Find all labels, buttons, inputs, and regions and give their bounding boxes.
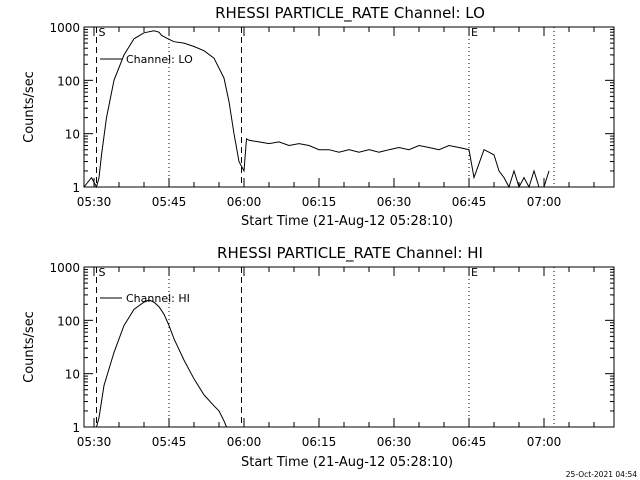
panel-hi-x-ticks: 05:30 05:45 06:00 06:15 06:30 06:45 07:00	[77, 267, 595, 449]
x-tick-label: 06:30	[377, 435, 412, 449]
x-tick-label: 05:45	[152, 195, 187, 209]
panel-lo-x-axis-label: Start Time (21-Aug-12 05:28:10)	[241, 214, 453, 229]
x-tick-label: 06:45	[452, 435, 487, 449]
marker-label: E	[471, 26, 478, 39]
x-tick-label: 06:30	[377, 195, 412, 209]
panel-hi-series-line	[96, 299, 227, 428]
x-tick-label: 07:00	[527, 195, 562, 209]
panel-lo-series-line	[83, 30, 550, 189]
panel-lo-y-axis-label: Counts/sec	[22, 71, 37, 143]
panel-hi-legend-label: Channel: HI	[126, 292, 190, 305]
panel-hi-plot-frame	[83, 266, 615, 428]
y-tick-label: 1	[72, 181, 80, 195]
panel-lo-x-ticks: 05:30 05:45 06:00 06:15 06:30 06:45 07:00	[77, 27, 595, 209]
panel-hi-x-axis-label: Start Time (21-Aug-12 05:28:10)	[241, 455, 453, 470]
x-tick-label: 05:30	[77, 195, 112, 209]
y-tick-label: 10	[65, 128, 80, 142]
x-tick-label: 06:15	[302, 195, 337, 209]
panel-hi-y-axis-label: Counts/sec	[22, 311, 37, 383]
panel-lo-legend-label: Channel: LO	[126, 53, 193, 66]
y-tick-label: 1	[72, 421, 80, 435]
y-tick-label: 10	[65, 368, 80, 382]
panel-lo-y-ticks: 1 10 100 1000	[49, 21, 614, 195]
x-tick-label: 06:45	[452, 195, 487, 209]
y-tick-label: 100	[57, 74, 80, 88]
x-tick-label: 06:00	[227, 435, 262, 449]
marker-label: S	[99, 26, 106, 39]
marker-label: S	[99, 266, 106, 279]
y-tick-label: 100	[57, 314, 80, 328]
footer-timestamp: 25-Oct-2021 04:54	[566, 470, 637, 479]
y-tick-label: 1000	[49, 261, 80, 275]
x-tick-label: 06:00	[227, 195, 262, 209]
panel-hi-y-ticks: 1 10 100 1000	[49, 261, 614, 435]
x-tick-label: 06:15	[302, 435, 337, 449]
panel-hi-title: RHESSI PARTICLE_RATE Channel: HI	[217, 244, 483, 263]
x-tick-label: 05:45	[152, 435, 187, 449]
marker-label: E	[471, 266, 478, 279]
y-tick-label: 1000	[49, 21, 80, 35]
panel-lo-title: RHESSI PARTICLE_RATE Channel: LO	[215, 4, 485, 23]
x-tick-label: 05:30	[77, 435, 112, 449]
x-tick-label: 07:00	[527, 435, 562, 449]
panel-lo-plot-frame	[83, 26, 615, 188]
